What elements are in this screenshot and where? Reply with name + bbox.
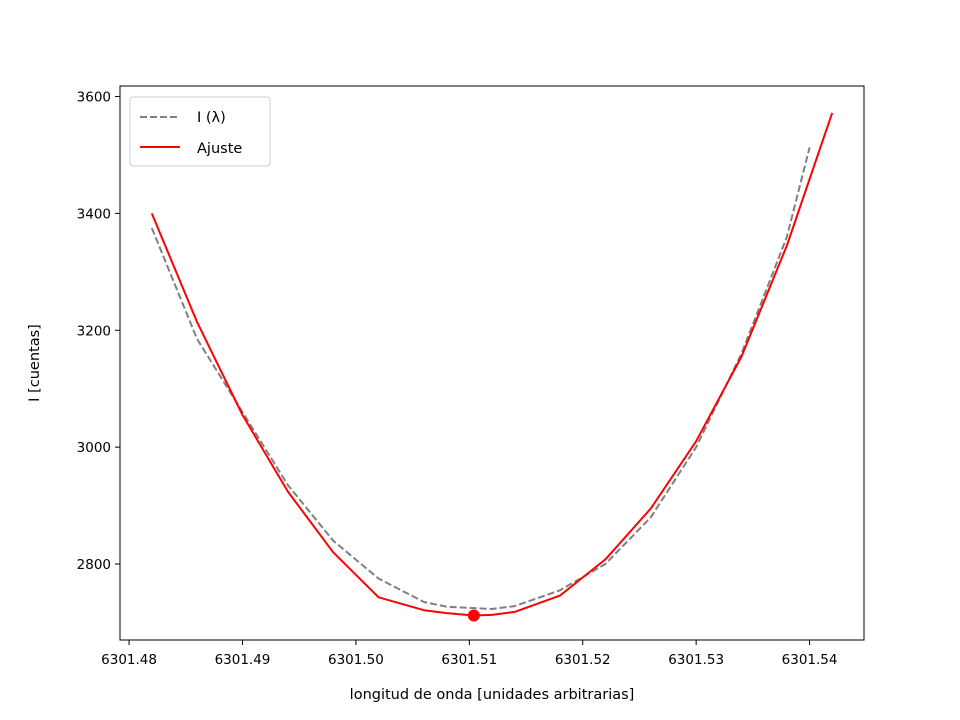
y-tick-label: 3000 (77, 440, 111, 456)
x-tick-label: 6301.52 (555, 652, 611, 668)
series-line-data (150, 147, 811, 610)
x-tick-label: 6301.48 (101, 652, 157, 668)
legend-label-fit: Ajuste (197, 141, 242, 157)
legend-box (129, 96, 271, 167)
x-axis-ticks: 6301.48 6301.49 6301.50 6301.51 6301.52 6301.… (101, 640, 837, 668)
x-tick-label: 6301.53 (668, 652, 724, 668)
plot-area (150, 112, 834, 622)
y-tick-label: 3600 (77, 90, 111, 106)
axes-frame (119, 85, 865, 641)
series-line-fit (150, 112, 834, 617)
x-tick-label: 6301.54 (782, 652, 838, 668)
x-tick-label: 6301.50 (328, 652, 384, 668)
y-axis-ticks: 2800 3000 3200 3400 3600 (77, 90, 120, 573)
x-axis-title: longitud de onda [unidades arbitrarias] (350, 687, 635, 703)
y-tick-label: 3400 (77, 206, 111, 222)
legend-label-data: I (λ) (197, 110, 226, 126)
x-tick-label: 6301.51 (441, 652, 497, 668)
x-tick-label: 6301.49 (215, 652, 271, 668)
minimum-marker (467, 609, 480, 622)
y-tick-label: 3200 (77, 323, 111, 339)
y-axis-title: I [cuentas] (27, 324, 43, 402)
legend: I (λ) Ajuste (129, 96, 271, 167)
y-tick-label: 2800 (77, 557, 111, 573)
